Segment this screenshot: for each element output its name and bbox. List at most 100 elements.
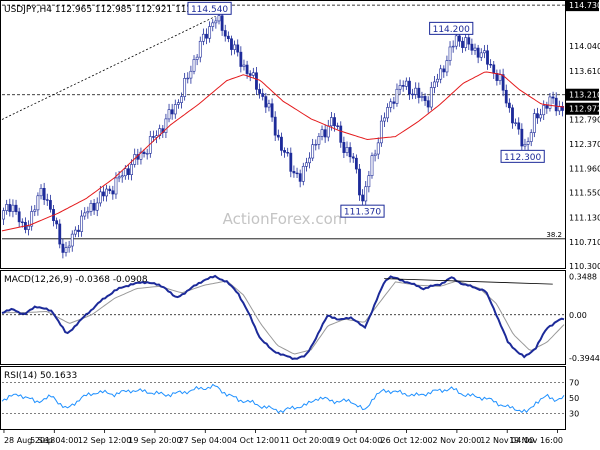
candle (504, 84, 508, 108)
macd-tick-1: 0.00 (569, 311, 587, 320)
price-trendline (1, 15, 216, 120)
price-annotation-0: 114.540 (191, 5, 228, 15)
candle (436, 73, 439, 87)
candle (476, 44, 480, 64)
candle (373, 149, 377, 162)
candle (36, 192, 40, 216)
candle (301, 162, 305, 186)
candle (404, 77, 408, 90)
candle (58, 219, 62, 249)
candle (223, 24, 227, 42)
candle (358, 163, 361, 201)
candle (392, 96, 396, 110)
candle (276, 129, 280, 141)
candle (45, 193, 49, 206)
candle (314, 139, 318, 151)
candle (92, 198, 96, 215)
price-annotation-2-box (429, 21, 474, 35)
candle (83, 207, 87, 220)
candle (127, 164, 130, 180)
candle (67, 240, 71, 253)
candle (489, 59, 493, 68)
candle (401, 80, 405, 92)
candle (258, 83, 261, 99)
candle (211, 19, 215, 32)
x-tick-label: 26 Oct 12:00 (380, 436, 432, 445)
candle (42, 182, 46, 205)
candle (80, 210, 84, 237)
candle (70, 230, 74, 252)
x-tick-label: 11 Oct 20:00 (280, 436, 332, 445)
candle (348, 142, 352, 163)
candle (442, 65, 446, 78)
price-panel: USDJPY,H4 112.965 112.985 112.921 112.97… (0, 0, 600, 271)
candle (308, 152, 311, 169)
candle (536, 107, 539, 124)
candle (507, 98, 511, 113)
price-tick-5: 112.370 (569, 140, 600, 149)
candle (264, 92, 268, 113)
candle (95, 197, 99, 217)
candle (542, 100, 546, 121)
candle (105, 184, 108, 202)
candle (433, 76, 436, 94)
candle (98, 185, 102, 207)
candle (320, 125, 324, 141)
candle (255, 66, 258, 96)
candle (208, 21, 212, 43)
price-tick-0: 114.730 (569, 1, 600, 10)
candle (233, 40, 237, 55)
candle (386, 103, 389, 123)
macd-trendline (384, 278, 553, 285)
candle (177, 99, 180, 109)
candle (61, 238, 65, 259)
candle (77, 224, 80, 238)
candle (339, 121, 343, 148)
candle (33, 205, 37, 217)
candle (14, 199, 18, 215)
candle (170, 103, 174, 120)
candle (486, 44, 489, 70)
candle (280, 132, 283, 156)
macd-panel: MACD(12,26,9) -0.0368 -0.0908 0.3488 0.00… (0, 270, 600, 365)
candle (242, 59, 246, 71)
candle (336, 122, 340, 130)
price-tick-2: 113.610 (569, 67, 600, 76)
rsi-panel-title: RSI(14) 50.1633 (4, 371, 77, 381)
price-tick-1: 114.040 (569, 42, 600, 51)
candle (351, 153, 355, 163)
candle (370, 152, 374, 179)
candle (248, 70, 252, 82)
candle (389, 98, 393, 113)
candle (448, 41, 452, 66)
candle (551, 91, 555, 104)
candle (305, 157, 308, 172)
candle (383, 112, 386, 127)
candle (236, 39, 240, 57)
candle (295, 167, 299, 178)
candle (379, 115, 383, 147)
candle (470, 38, 474, 55)
candle (461, 37, 464, 53)
x-tick-label: 4 Oct 12:00 (232, 436, 279, 445)
candle (429, 81, 433, 111)
candle (292, 165, 296, 178)
candle (473, 43, 477, 55)
candle (539, 108, 542, 122)
candle (11, 199, 15, 218)
price-tick-7: 111.550 (569, 189, 600, 198)
candle (39, 184, 43, 200)
x-tick-label: 12 Sep 12:00 (78, 436, 131, 445)
candle (323, 124, 327, 143)
candle (526, 137, 530, 151)
candle (73, 226, 77, 238)
candle (167, 103, 171, 123)
candle (180, 92, 183, 109)
candle (411, 88, 414, 100)
candle (523, 138, 527, 150)
macd-line (1, 274, 565, 360)
candle (251, 67, 255, 79)
candle (289, 147, 293, 178)
candle (27, 220, 30, 236)
